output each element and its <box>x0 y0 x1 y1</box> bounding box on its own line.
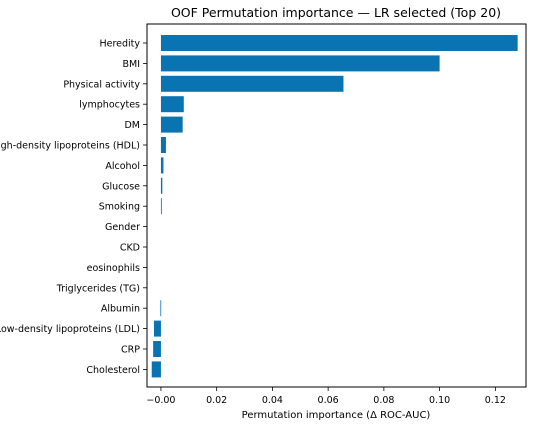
bar-2 <box>160 75 344 92</box>
bar-8 <box>160 198 162 215</box>
y-tick-label-6: Alcohol <box>105 161 140 172</box>
bars-layer <box>151 35 518 378</box>
x-tick-label-0: −0.00 <box>146 395 175 406</box>
y-tick-label-12: Triglycerides (TG) <box>56 283 140 294</box>
x-tick-label-3: 0.06 <box>318 395 339 406</box>
y-tick-label-8: Smoking <box>99 202 140 213</box>
bar-4 <box>160 116 183 133</box>
plot-frame <box>146 23 527 388</box>
y-tick-label-4: DM <box>124 120 140 131</box>
y-tick-label-10: CKD <box>120 243 140 254</box>
bar-15 <box>153 341 161 357</box>
bar-5 <box>160 137 166 153</box>
y-tick-label-9: Gender <box>105 222 140 233</box>
y-tick-label-16: Cholesterol <box>86 365 140 376</box>
x-axis: −0.00 0.02 0.04 0.06 0.08 0.10 0.12 <box>146 387 506 406</box>
bar-7 <box>160 177 163 194</box>
chart-title: OOF Permutation importance — LR selected… <box>171 5 501 20</box>
x-tick-label-1: 0.02 <box>206 395 227 406</box>
bar-6 <box>160 157 164 174</box>
bar-0 <box>160 35 518 51</box>
x-axis-label: Permutation importance (Δ ROC-AUC) <box>242 410 431 421</box>
y-tick-label-3: lymphocytes <box>79 100 140 111</box>
y-tick-label-0: Heredity <box>99 39 140 50</box>
x-tick-label-2: 0.04 <box>262 395 283 406</box>
bar-1 <box>160 55 440 72</box>
y-tick-label-11: eosinophils <box>87 263 140 274</box>
y-tick-label-15: CRP <box>121 345 140 356</box>
bar-16 <box>151 361 161 378</box>
bar-13 <box>160 300 162 317</box>
bar-14 <box>153 320 161 337</box>
y-tick-label-1: BMI <box>122 59 140 70</box>
y-tick-label-13: Albumin <box>101 304 140 315</box>
bar-3 <box>160 96 184 113</box>
y-tick-label-2: Physical activity <box>63 79 140 90</box>
y-tick-label-7: Glucose <box>102 181 140 192</box>
y-axis: Heredity BMI Physical activity lymphocytes D… <box>0 39 147 376</box>
x-tick-label-5: 0.10 <box>429 395 450 406</box>
y-tick-label-14: Low-density lipoproteins (LDL) <box>0 324 140 335</box>
x-tick-label-4: 0.08 <box>373 395 394 406</box>
y-tick-label-5: High-density lipoproteins (HDL) <box>0 141 140 152</box>
x-tick-label-6: 0.12 <box>485 395 506 406</box>
